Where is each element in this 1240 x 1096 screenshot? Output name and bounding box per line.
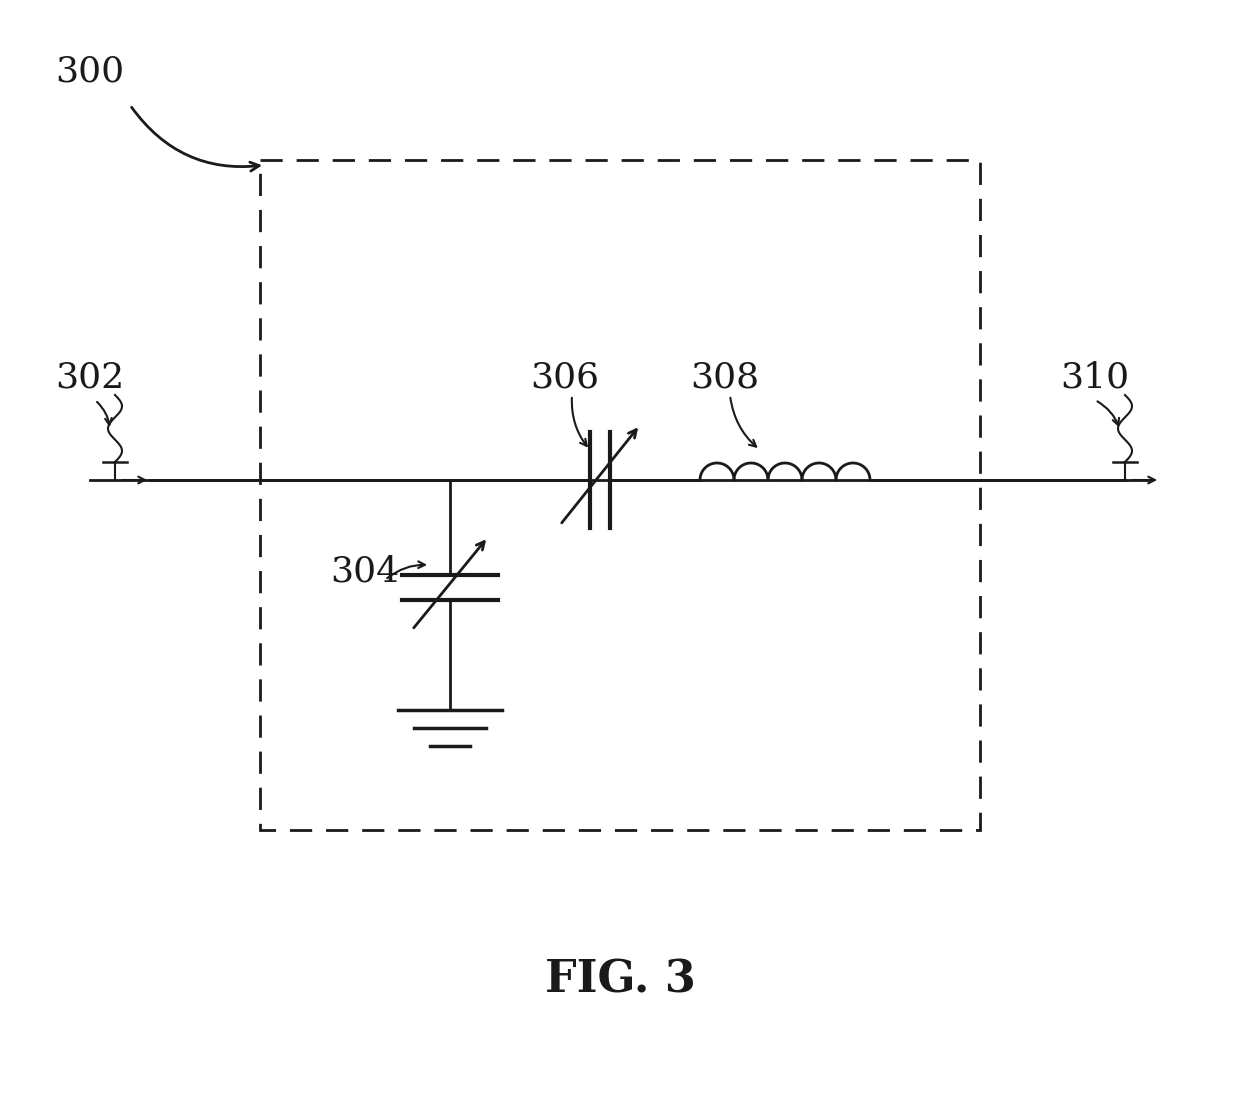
Text: 302: 302 xyxy=(55,359,124,393)
Text: FIG. 3: FIG. 3 xyxy=(544,959,696,1002)
Text: 304: 304 xyxy=(330,555,399,589)
Text: 306: 306 xyxy=(529,359,599,393)
Text: 310: 310 xyxy=(1060,359,1130,393)
Bar xyxy=(260,160,980,830)
Text: 308: 308 xyxy=(689,359,759,393)
Text: 300: 300 xyxy=(55,55,124,89)
